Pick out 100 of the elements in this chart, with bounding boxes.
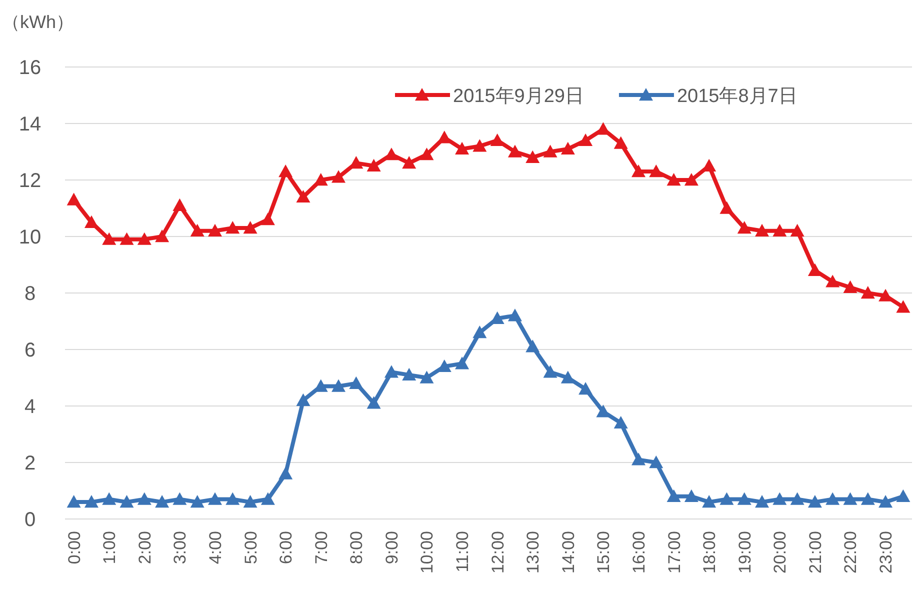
point [772,224,787,236]
point [826,274,840,288]
point [472,326,487,338]
point [720,201,734,214]
point [66,192,81,206]
point [666,489,681,502]
point [649,456,664,468]
x-tick-label: 0:00 [64,531,84,564]
point [172,492,187,505]
x-tick-label: 20:00 [770,531,790,574]
point [243,495,258,508]
y-tick-label: 8 [24,283,36,305]
point [278,466,293,480]
point [614,416,628,429]
point [614,136,628,149]
point [296,190,310,203]
x-tick-label: 16:00 [629,531,648,574]
x-tick-label: 21:00 [806,531,825,574]
y-tick-label: 16 [18,57,42,79]
point [684,489,698,502]
point [472,139,487,152]
point [155,495,170,508]
x-tick-label: 19:00 [735,531,754,574]
point [332,379,346,392]
point [137,232,152,245]
y-axis-title: （kWh） [2,12,74,32]
point [526,340,540,352]
point [508,308,522,322]
point [349,376,364,389]
point [155,230,170,242]
point [260,492,275,505]
x-tick-label: 14:00 [558,531,578,574]
point [878,288,893,302]
point [790,492,804,505]
point [526,150,540,163]
point [896,300,910,313]
point [578,133,593,146]
point [366,396,381,409]
point [737,492,752,505]
point [843,280,858,293]
x-tick-label: 7:00 [312,531,331,564]
point [208,492,222,505]
point [543,365,558,378]
point [720,492,734,505]
legend-label: 2015年8月7日 [676,86,798,107]
point [120,495,134,508]
point [384,365,398,378]
point [314,173,328,186]
y-tick-label: 0 [24,509,36,531]
x-tick-label: 15:00 [594,531,614,574]
x-tick-label: 12:00 [488,531,508,574]
x-tick-label: 22:00 [841,531,860,574]
point [278,164,293,178]
x-tick-label: 17:00 [664,531,684,574]
point [666,173,681,186]
point [578,382,593,395]
point [190,224,204,236]
point [402,156,416,169]
point [560,142,575,155]
point [226,492,240,505]
y-tick-label: 10 [18,226,42,248]
point [790,224,804,236]
point [296,393,310,406]
x-tick-label: 6:00 [276,531,296,564]
point [226,221,240,234]
point [896,489,910,502]
point [455,356,470,370]
point [102,232,116,245]
point [737,221,752,234]
x-tick-label: 11:00 [453,531,472,572]
x-tick-label: 8:00 [347,531,366,564]
point [878,495,893,508]
point [649,164,664,178]
y-tick-label: 2 [24,452,36,474]
point [84,215,98,228]
point [755,495,770,508]
point [490,133,504,146]
point [190,495,204,508]
point [808,495,822,508]
point [120,232,134,245]
point [84,495,98,508]
point [208,224,222,236]
point [860,492,875,505]
point [420,370,434,384]
x-tick-label: 4:00 [206,531,225,564]
x-tick-label: 10:00 [418,531,437,574]
point [402,368,416,381]
point [860,286,875,299]
point [66,495,81,508]
legend-label: 2015年9月29日 [453,86,584,107]
x-tick-label: 18:00 [700,531,720,574]
x-tick-label: 2:00 [135,531,154,564]
point [702,495,716,508]
point [631,452,646,466]
point [137,492,152,505]
x-tick-label: 9:00 [382,531,402,564]
y-tick-label: 12 [18,170,42,192]
x-tick-label: 13:00 [524,531,543,574]
point [826,492,840,505]
point [243,221,258,234]
